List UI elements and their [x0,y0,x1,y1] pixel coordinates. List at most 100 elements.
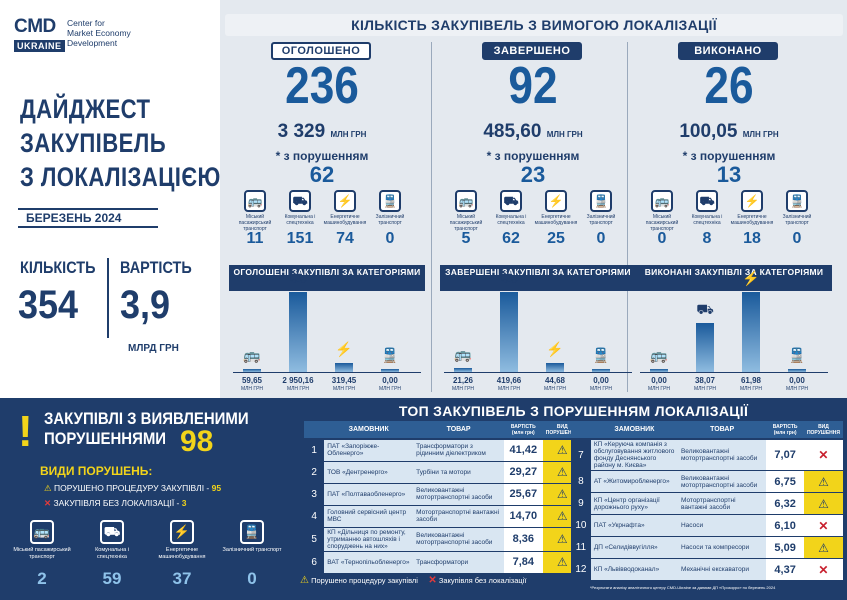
bar-value: 38,07 [694,376,716,385]
chart-bar [454,367,472,372]
bar-value: 61,98 [740,376,762,385]
sum-label: ВАРТІСТЬ [120,258,192,277]
violation-label: * з порушенням [682,149,776,163]
cross-icon: ✕ [428,575,437,586]
bulldozer-icon: ⛟ [696,300,714,317]
train-icon: 🚆 [786,190,808,212]
bar-value: 59,65 [241,376,263,385]
exclamation-icon: ! [18,407,33,456]
violation-label: * з порушенням [275,149,369,163]
count-label: КІЛЬКІСТЬ [20,258,96,277]
bar-value: 0,00 [382,376,398,385]
col-header-goods: ТОВАР [413,421,505,440]
chart-bar [335,363,353,372]
table-row: 6 ВАТ «Тернопільобленерго» Трансформатор… [304,551,582,574]
category: 🚆 Залізничний транспорт 0 [774,190,820,248]
warning-icon: ⚠ [44,483,52,493]
col-header-goods: ТОВАР [677,421,767,440]
chart-bar [381,369,399,372]
chart-bar [742,292,760,372]
warning-icon: ⚠ [300,575,309,586]
section-title: КІЛЬКІСТЬ ЗАКУПІВЕЛЬ З ВИМОГОЮ ЛОКАЛІЗАЦ… [351,17,717,33]
status-pill: ВИКОНАНО [678,42,778,60]
bar-unit: МЛН ГРН [589,386,613,392]
warning-icon: ⚠ [803,536,843,559]
table-row: 11 ДП «Селидіввугілля» Насоси та компрес… [571,536,843,559]
table-row: 1 ПАТ «Запоріжже-Обленерго» Трансформато… [304,439,582,462]
bar-unit: МЛН ГРН [543,386,567,392]
violation-category: 🚆 Залізничний транспорт 0 [220,520,284,589]
violations-title: ЗАКУПІВЛІ З ВИЯВЛЕНИМИ ПОРУШЕННЯМИ [44,409,249,448]
bar-value: 44,68 [544,376,566,385]
col-header-cost: ВАРТІСТЬ (млн грн) [766,421,804,440]
violation-category: 🚌 Міський пасажирський транспорт 2 [10,520,74,589]
bar-unit: МЛН ГРН [739,386,763,392]
sum-value: 3,9 [120,283,171,327]
violations-panel [0,398,297,600]
announced-count: 26 [704,57,754,115]
month-label: БЕРЕЗЕНЬ 2024 [18,208,158,228]
bar-value: 0,00 [789,376,805,385]
count-value: 354 [18,283,79,327]
violation-label: * з порушенням [486,149,580,163]
category: 🚌 Міський пасажирський транспорт 0 [639,190,685,248]
top-title: ТОП ЗАКУПІВЕЛЬ З ПОРУШЕННЯМ ЛОКАЛІЗАЦІЇ [398,403,749,419]
page-title: ДАЙДЖЕСТ ЗАКУПІВЕЛЬ З ЛОКАЛІЗАЦІЄЮ [20,94,221,192]
bulldozer-icon: ⛟ [289,190,311,212]
violation-type-procedure: ⚠ ПОРУШЕНО ПРОЦЕДУРУ ЗАКУПІВЛІ - 95 [44,483,222,493]
table-row: 4 Головний сервісний центр МВС Мотортран… [304,505,582,528]
warning-icon: ⚠ [803,492,843,515]
bar-unit: МЛН ГРН [332,386,356,392]
table-row: 5 КП «Дільниця по ремонту, утриманню авт… [304,527,582,552]
category: ⚡ Енергетичне машинобудування 25 [533,190,579,248]
lightning-icon: ⚡ [742,270,760,286]
train-icon: 🚆 [381,347,399,363]
sum-unit: МЛРД ГРН [128,343,179,354]
category: ⛟ Комунальна і спецтехніка 62 [488,190,534,248]
warning-icon: ⚠ [803,470,843,493]
bar-unit: МЛН ГРН [785,386,809,392]
train-icon: 🚆 [788,347,806,363]
logo-text: Center for Market Economy Development [67,18,131,48]
cmd-logo: CMD UKRAINE [14,17,65,52]
col-header-num [304,421,325,440]
category: ⛟ Комунальна і спецтехніка 8 [684,190,730,248]
header-bar [225,14,843,36]
bar-unit: МЛН ГРН [647,386,671,392]
lightning-icon: ⚡ [335,341,353,358]
train-icon: 🚆 [592,347,610,363]
amount: 100,05 МЛН ГРН [679,121,779,142]
bus-icon: 🚌 [30,520,54,544]
bulldozer-icon: ⛟ [289,270,307,286]
violation-count: 13 [716,162,742,187]
bar-unit: МЛН ГРН [378,386,402,392]
cross-icon: ✕ [803,439,843,471]
table-row: 10 ПАТ «Укрнафта» Насоси 6,10 ✕ [571,514,843,537]
violations-count: 98 [180,425,214,458]
category: 🚌 Міський пасажирський транспорт 5 [443,190,489,248]
col-header-num [571,421,591,440]
lightning-icon: ⚡ [741,190,763,212]
category: ⛟ Комунальна і спецтехніка 151 [277,190,323,248]
bar-unit: МЛН ГРН [286,386,310,392]
chart-baseline [444,372,632,373]
chart-bar [788,369,806,372]
legend: ⚠ Порушено процедуру закупівлі ✕ Закупів… [300,575,527,586]
train-icon: 🚆 [379,190,401,212]
bulldozer-icon: ⛟ [500,190,522,212]
bar-value: 0,00 [651,376,667,385]
violation-category: ⚡ Енергетичне машинобудування 37 [150,520,214,589]
chart-baseline [640,372,828,373]
announced-count: 92 [508,57,558,115]
lightning-icon: ⚡ [545,190,567,212]
amount: 3 329 МЛН ГРН [277,121,367,142]
bar-value: 419,66 [496,376,522,385]
table-row: 9 КП «Центр організації дорожнього руху»… [571,492,843,515]
chart-bar [650,369,668,372]
status-pill: ЗАВЕРШЕНО [482,42,582,60]
category: ⚡ Енергетичне машинобудування 74 [322,190,368,248]
cross-icon: ✕ [44,498,52,508]
bulldozer-icon: ⛟ [100,520,124,544]
lightning-icon: ⚡ [546,341,564,358]
bus-icon: 🚌 [454,345,472,362]
